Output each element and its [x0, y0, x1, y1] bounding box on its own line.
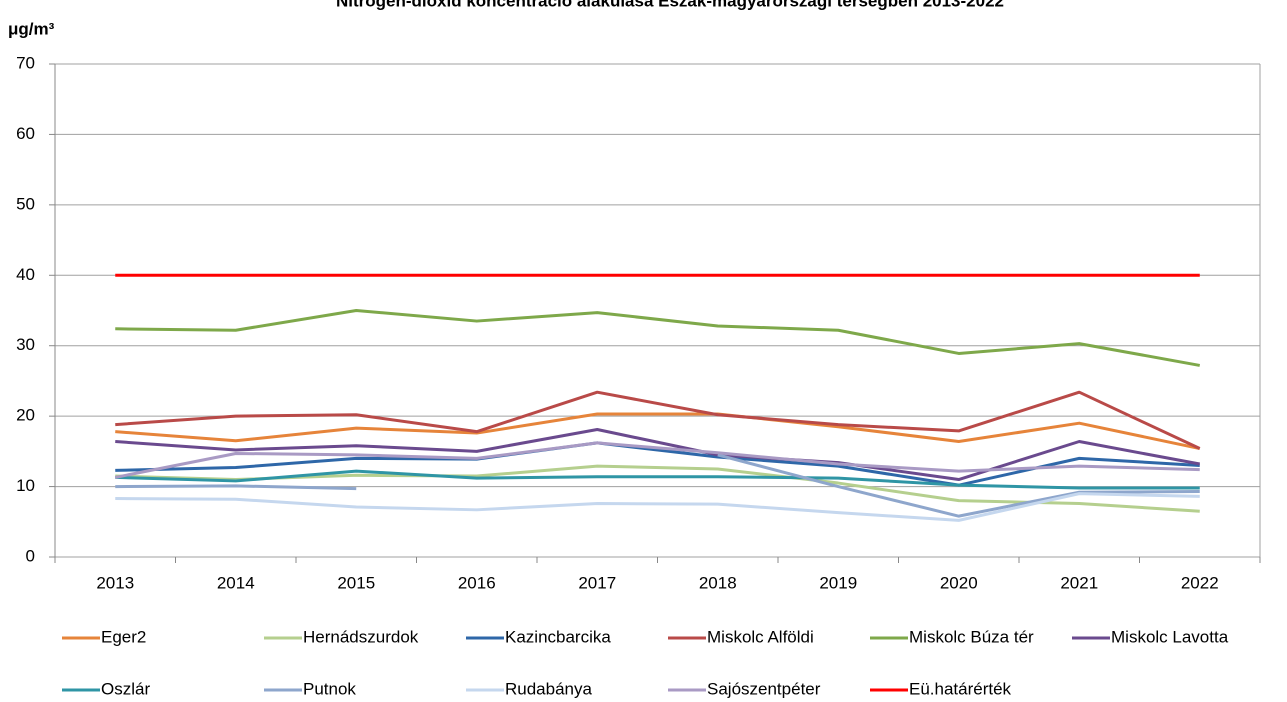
series-line	[114, 441, 1200, 479]
y-tick-label: 40	[16, 265, 35, 284]
legend-label: Sajószentpéter	[707, 679, 821, 698]
x-tick-label: 2013	[96, 573, 134, 592]
series-line	[115, 412, 1201, 451]
legend-label: Miskolc Lavotta	[1111, 627, 1229, 646]
y-axis-label: μg/m³	[8, 19, 55, 38]
x-tick-label: 2016	[458, 573, 496, 592]
legend-label: Putnok	[303, 679, 356, 698]
series-line	[115, 441, 1200, 487]
x-tick-label: 2022	[1181, 573, 1219, 592]
legend-label: Rudabánya	[505, 679, 593, 698]
series-line	[115, 453, 1200, 518]
y-tick-label: 60	[16, 124, 35, 143]
legend-label: Miskolc Alföldi	[707, 627, 814, 646]
y-tick-label: 50	[16, 194, 35, 213]
x-tick-label: 2015	[337, 573, 375, 592]
y-tick-label: 10	[16, 476, 35, 495]
legend-label: Eü.határérték	[909, 679, 1012, 698]
y-tick-label: 0	[26, 546, 35, 565]
x-tick-label: 2018	[699, 573, 737, 592]
legend-label: Hernádszurdok	[303, 627, 419, 646]
legend-label: Oszlár	[101, 679, 150, 698]
x-tick-label: 2021	[1060, 573, 1098, 592]
series-line	[115, 428, 1201, 482]
series-line	[115, 492, 1200, 522]
series-line	[115, 390, 1201, 450]
x-tick-label: 2017	[578, 573, 616, 592]
series-line	[115, 309, 1201, 367]
legend-label: Miskolc Búza tér	[909, 627, 1034, 646]
x-tick-label: 2014	[217, 573, 255, 592]
x-tick-label: 2019	[819, 573, 857, 592]
chart-title: Nitrogén-dioxid koncentráció alakulása É…	[336, 0, 1004, 10]
x-tick-label: 2020	[940, 573, 978, 592]
y-tick-label: 70	[16, 53, 35, 72]
y-tick-label: 30	[16, 335, 35, 354]
series-line	[115, 469, 1200, 490]
y-tick-label: 20	[16, 406, 35, 425]
legend-label: Eger2	[101, 627, 146, 646]
legend-label: Kazincbarcika	[505, 627, 611, 646]
